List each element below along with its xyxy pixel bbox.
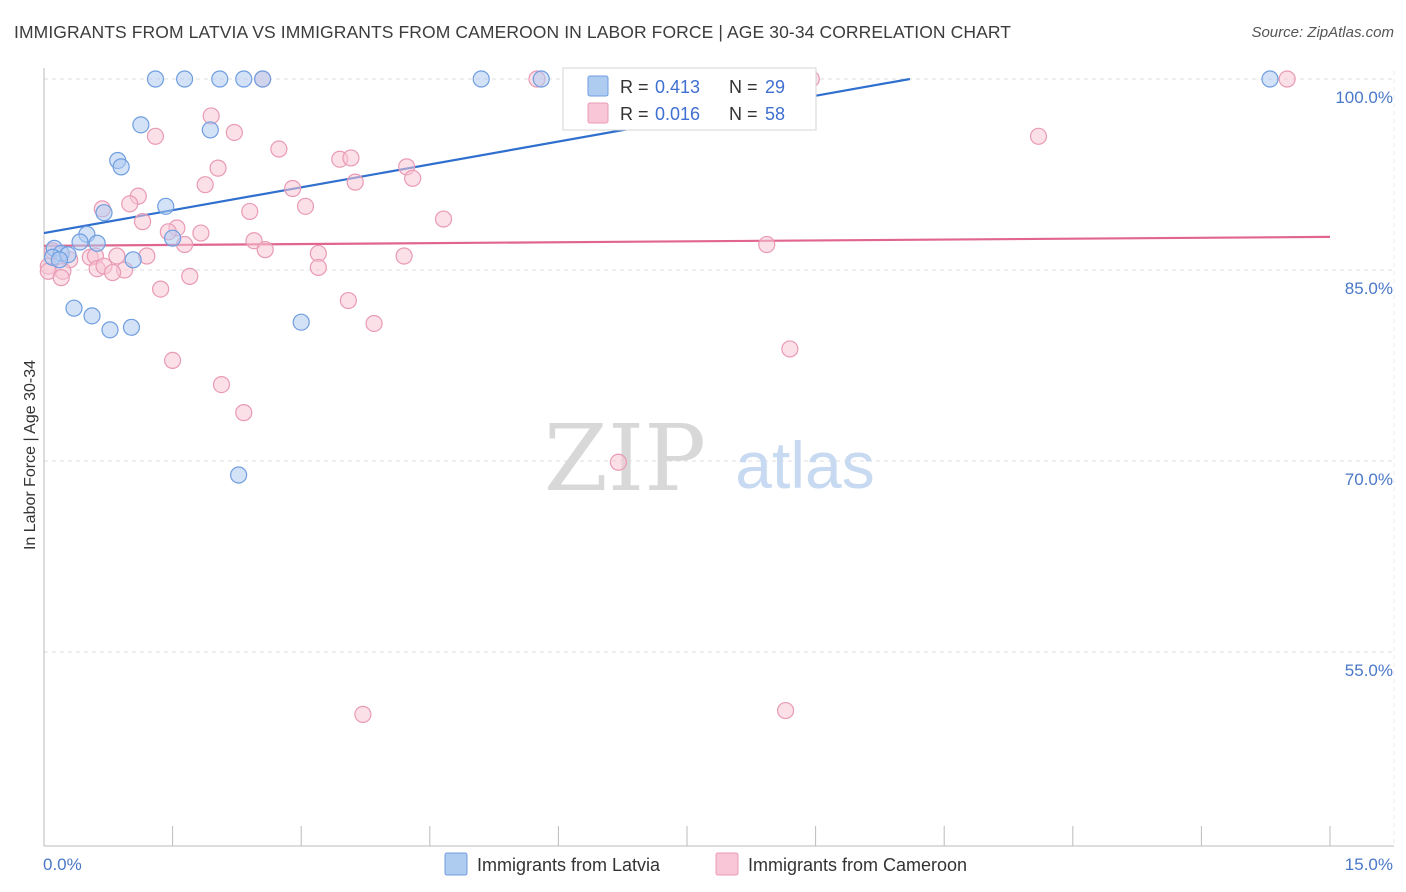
point-latvia <box>88 234 106 252</box>
bottom-legend: Immigrants from Latvia Immigrants from C… <box>444 852 967 876</box>
point-cameroon <box>346 173 364 191</box>
point-latvia <box>230 466 248 484</box>
bottom-legend-label-cameroon: Immigrants from Cameroon <box>748 855 967 875</box>
y-tick-label: 85.0% <box>1345 279 1393 298</box>
point-cameroon <box>309 258 327 277</box>
point-cameroon <box>365 314 383 333</box>
point-latvia <box>83 307 101 325</box>
point-cameroon <box>781 340 799 358</box>
point-cameroon <box>284 179 302 198</box>
point-cameroon <box>245 232 263 250</box>
legend-r-label-latvia: R = <box>620 77 649 97</box>
point-cameroon <box>108 247 126 265</box>
point-cameroon <box>609 453 628 471</box>
legend-n-value-cameroon: 58 <box>765 104 785 124</box>
point-latvia <box>146 70 165 88</box>
point-latvia <box>112 158 130 176</box>
legend-swatch-cameroon <box>587 102 609 124</box>
point-latvia <box>532 70 550 88</box>
point-cameroon <box>225 123 243 142</box>
point-cameroon <box>192 224 210 242</box>
point-latvia <box>101 321 119 339</box>
point-cameroon <box>241 202 259 221</box>
point-cameroon <box>103 263 122 282</box>
x-tick-label: 15.0% <box>1345 855 1393 874</box>
point-latvia <box>157 197 175 215</box>
point-latvia <box>71 233 89 251</box>
chart-title: IMMIGRANTS FROM LATVIA VS IMMIGRANTS FRO… <box>14 22 1012 42</box>
point-latvia <box>132 116 150 134</box>
point-latvia <box>164 229 182 247</box>
x-tick-label: 0.0% <box>43 855 82 874</box>
legend-r-value-latvia: 0.413 <box>655 77 700 97</box>
x-tick-labels: 0.0% 15.0% <box>43 855 1393 874</box>
point-cameroon <box>164 351 182 370</box>
point-latvia <box>124 251 142 269</box>
point-cameroon <box>196 176 214 194</box>
point-latvia <box>1261 70 1279 88</box>
point-latvia <box>472 70 490 88</box>
legend-r-value-cameroon: 0.016 <box>655 104 700 124</box>
point-cameroon <box>235 404 253 422</box>
point-latvia <box>122 318 141 336</box>
grid-lines <box>44 71 1395 846</box>
point-cameroon <box>342 149 360 167</box>
point-cameroon <box>133 213 152 231</box>
legend-n-label-cameroon: N = <box>729 104 758 124</box>
point-cameroon <box>1029 127 1048 145</box>
y-tick-label: 100.0% <box>1335 88 1393 107</box>
legend-n-value-latvia: 29 <box>765 77 785 97</box>
point-cameroon <box>404 169 422 187</box>
point-latvia <box>176 70 194 88</box>
legend-box: R = 0.413 N = 29 R = 0.016 N = 58 <box>562 67 817 131</box>
point-cameroon <box>212 376 231 394</box>
point-latvia <box>201 121 219 139</box>
point-cameroon <box>339 291 357 310</box>
trend-line-cameroon <box>43 235 1331 247</box>
y-tick-label: 70.0% <box>1345 470 1393 489</box>
y-tick-labels: 100.0% 85.0% 70.0% 55.0% <box>1335 88 1393 680</box>
point-cameroon <box>758 235 776 254</box>
point-cameroon <box>209 159 227 177</box>
point-cameroon <box>296 197 315 215</box>
point-cameroon <box>151 280 170 298</box>
y-tick-label: 55.0% <box>1345 661 1393 680</box>
point-cameroon <box>270 140 288 158</box>
watermark: ZIP atlas <box>544 405 875 512</box>
chart-source: Source: ZipAtlas.com <box>1251 24 1394 41</box>
point-latvia <box>211 70 229 88</box>
bottom-legend-swatch-cameroon <box>715 852 739 876</box>
point-cameroon <box>434 210 453 228</box>
point-cameroon <box>146 127 165 145</box>
point-latvia <box>254 70 272 88</box>
point-latvia <box>65 299 83 317</box>
y-axis-label: In Labor Force | Age 30-34 <box>22 360 39 550</box>
point-cameroon <box>395 247 413 265</box>
point-latvia <box>50 251 69 269</box>
point-latvia <box>95 204 113 222</box>
watermark-atlas: atlas <box>735 428 874 502</box>
point-latvia <box>292 313 310 331</box>
point-cameroon <box>121 195 139 213</box>
point-cameroon <box>256 241 274 259</box>
point-cameroon <box>354 705 372 723</box>
bottom-legend-label-latvia: Immigrants from Latvia <box>477 855 661 875</box>
data-points <box>39 70 1296 723</box>
point-latvia <box>235 70 253 88</box>
legend-n-label-latvia: N = <box>729 77 758 97</box>
point-cameroon <box>52 269 70 287</box>
bottom-legend-swatch-latvia <box>444 852 468 876</box>
point-cameroon <box>1278 70 1296 88</box>
point-cameroon <box>181 267 199 285</box>
legend-swatch-latvia <box>587 75 609 97</box>
axes <box>43 68 1394 847</box>
point-cameroon <box>776 701 795 720</box>
legend-r-label-cameroon: R = <box>620 104 649 124</box>
